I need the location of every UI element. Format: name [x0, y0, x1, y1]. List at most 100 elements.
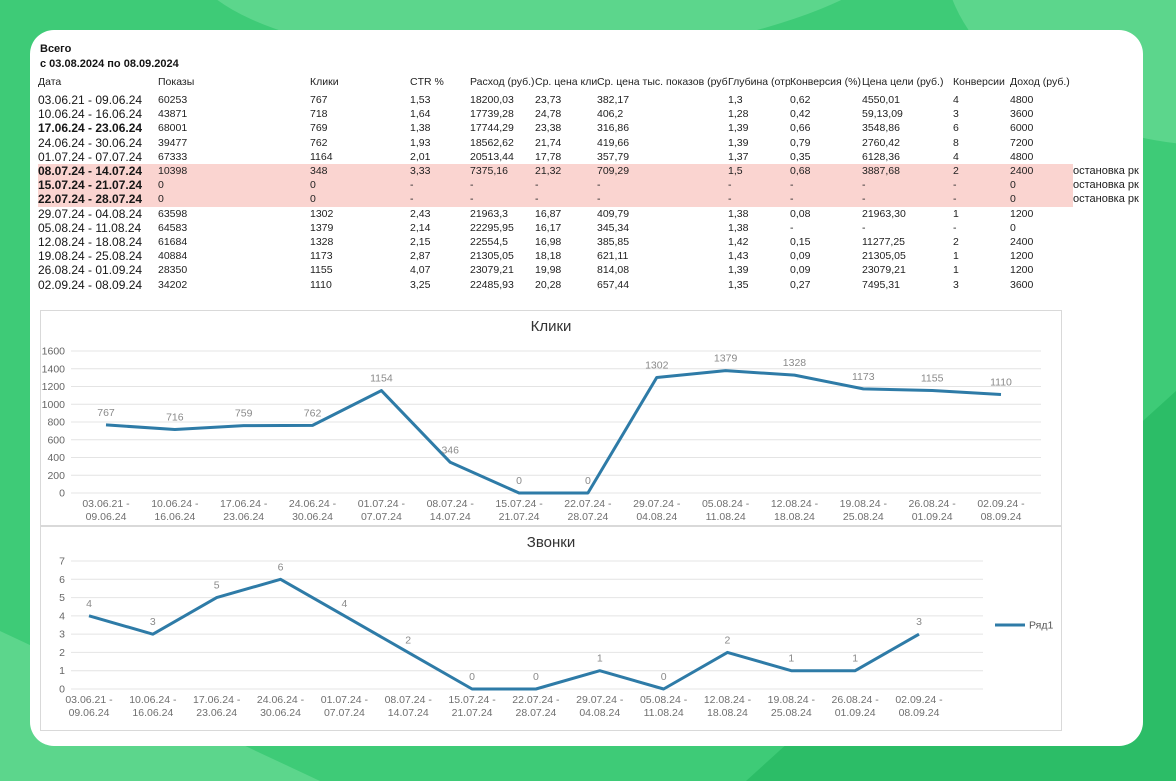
svg-text:1: 1 [852, 653, 858, 665]
note-cell [1073, 93, 1140, 107]
column-header: Клики [310, 76, 339, 88]
series-line [105, 369, 1002, 495]
column-header: Ср. цена тыс. показов (руб.) [597, 76, 728, 88]
svg-text:02.09.24 -: 02.09.24 - [977, 498, 1025, 510]
svg-text:1000: 1000 [42, 399, 66, 411]
value-cell: - [410, 192, 470, 207]
value-cell: 21,32 [535, 163, 597, 179]
column-header: Показы [158, 76, 195, 88]
value-cell: 762 [310, 136, 328, 149]
svg-text:30.06.24: 30.06.24 [260, 707, 301, 719]
svg-text:1379: 1379 [714, 353, 738, 365]
value-cell: 1200 [1010, 207, 1034, 220]
svg-text:26.08.24 -: 26.08.24 - [832, 694, 880, 706]
date-cell: 17.06.24 - 23.06.24 [38, 121, 143, 136]
svg-text:1154: 1154 [370, 373, 393, 385]
value-cell: 1,5 [728, 163, 790, 179]
value-cell: 59,13,09 [862, 108, 903, 121]
column-header: Расход (руб.) [470, 76, 535, 88]
svg-text:03.06.21 -: 03.06.21 - [65, 694, 113, 706]
value-cell: 357,79 [597, 150, 630, 163]
value-cell: 1,64 [410, 108, 431, 121]
value-cell: 0,79 [790, 136, 811, 149]
svg-text:6: 6 [278, 561, 284, 573]
value-cell: 17739,28 [470, 108, 514, 121]
report-table-body: 03.06.21 - 09.06.24 60253 767 1,53 18200,03 2… [38, 93, 1140, 292]
svg-text:4: 4 [59, 610, 65, 622]
value-cell: 2,43 [410, 207, 431, 220]
value-cell: 1110 [310, 278, 332, 291]
value-cell: 3,33 [410, 163, 470, 179]
value-cell: 4 [953, 150, 959, 163]
svg-text:346: 346 [441, 444, 459, 456]
column-header: Конверсия (%) [790, 76, 861, 88]
svg-text:2: 2 [405, 634, 411, 646]
value-cell: 22295,95 [470, 221, 514, 234]
date-cell: 08.07.24 - 14.07.24 [38, 163, 158, 179]
value-cell: 3600 [1010, 278, 1034, 291]
value-cell: 23,73 [535, 94, 562, 107]
date-cell: 01.07.24 - 07.07.24 [38, 149, 143, 164]
svg-text:600: 600 [47, 434, 65, 446]
svg-text:18.08.24: 18.08.24 [707, 707, 748, 719]
value-cell: 767 [310, 94, 328, 107]
svg-text:07.07.24: 07.07.24 [324, 707, 365, 719]
value-cell: 621,11 [597, 250, 629, 263]
column-header: CTR % [410, 76, 444, 88]
value-cell: - [790, 221, 794, 234]
value-cell: 1,38 [410, 122, 431, 135]
svg-text:19.08.24 -: 19.08.24 - [840, 498, 888, 510]
column-header: Дата [38, 76, 62, 88]
svg-text:10.06.24 -: 10.06.24 - [151, 498, 199, 510]
svg-text:24.06.24 -: 24.06.24 - [289, 498, 337, 510]
clicks-chart: Клики 0 200 400 600 800 1000 1200 1400 1600 767 71… [40, 310, 1062, 526]
value-cell: 61684 [158, 235, 188, 248]
svg-text:07.07.24: 07.07.24 [361, 511, 402, 523]
value-cell: 1 [953, 250, 959, 263]
table-row: 08.07.24 - 14.07.24 10398 348 3,33 7375,16 21… [38, 163, 1140, 179]
date-cell: 02.09.24 - 08.09.24 [38, 277, 143, 292]
note-cell: остановка рк [1073, 193, 1139, 206]
svg-text:0: 0 [585, 475, 591, 487]
value-cell: 18200,03 [470, 94, 514, 107]
value-cell: 814,08 [597, 264, 630, 277]
table-row: 03.06.21 - 09.06.24 60253 767 1,53 18200,03 2… [38, 93, 1140, 107]
value-cell: 24,78 [535, 108, 562, 121]
value-cell: 63598 [158, 207, 188, 220]
value-cell: 0,09 [790, 250, 811, 263]
svg-text:01.09.24: 01.09.24 [835, 707, 876, 719]
svg-text:21.07.24: 21.07.24 [452, 707, 493, 719]
value-cell: - [862, 221, 866, 234]
value-cell: - [470, 192, 535, 207]
svg-text:1600: 1600 [42, 346, 66, 358]
value-cell: 16,98 [535, 235, 562, 248]
svg-text:04.08.24: 04.08.24 [636, 511, 677, 523]
value-cell: 0,35 [790, 150, 811, 163]
value-cell: 409,79 [597, 207, 630, 220]
value-cell: 19,98 [535, 264, 562, 277]
svg-text:28.07.24: 28.07.24 [567, 511, 608, 523]
date-cell: 24.06.24 - 30.06.24 [38, 135, 143, 150]
table-row: 05.08.24 - 11.08.24 64583 1379 2,14 22295,95… [38, 221, 1140, 235]
note-cell [1073, 136, 1140, 150]
value-cell: 17744,29 [470, 122, 514, 135]
value-cell: 39477 [158, 136, 188, 149]
calls-chart-title: Звонки [526, 534, 576, 551]
date-cell: 29.07.24 - 04.08.24 [38, 206, 143, 221]
svg-text:24.06.24 -: 24.06.24 - [257, 694, 305, 706]
legend-label: Ряд1 [1029, 620, 1053, 632]
value-cell: 40884 [158, 250, 188, 263]
value-cell: 3,25 [410, 278, 431, 291]
svg-text:2: 2 [725, 634, 731, 646]
svg-text:26.08.24 -: 26.08.24 - [909, 498, 957, 510]
value-cell: 769 [310, 122, 328, 135]
legend: Ряд1 [995, 620, 1053, 632]
x-axis-labels: 03.06.21 -09.06.24 10.06.24 -16.06.24 17.0… [65, 694, 943, 719]
date-cell: 12.08.24 - 18.08.24 [38, 234, 143, 249]
svg-text:1200: 1200 [42, 381, 66, 393]
svg-text:800: 800 [47, 417, 65, 429]
svg-text:21.07.24: 21.07.24 [499, 511, 540, 523]
value-cell: 11277,25 [862, 235, 906, 248]
column-header: Ср. цена клика [535, 76, 597, 88]
